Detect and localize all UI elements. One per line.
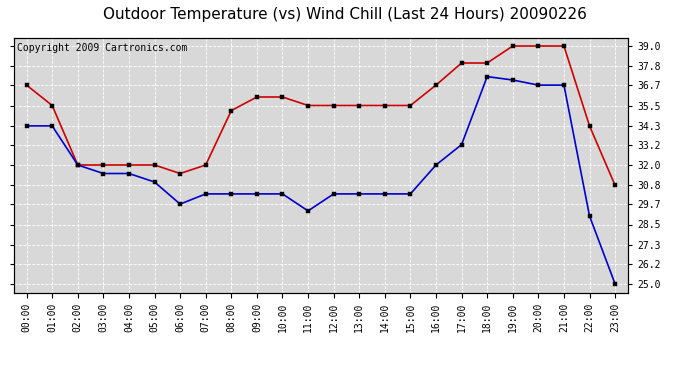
Text: Outdoor Temperature (vs) Wind Chill (Last 24 Hours) 20090226: Outdoor Temperature (vs) Wind Chill (Las…: [103, 8, 587, 22]
Text: Copyright 2009 Cartronics.com: Copyright 2009 Cartronics.com: [17, 43, 187, 52]
